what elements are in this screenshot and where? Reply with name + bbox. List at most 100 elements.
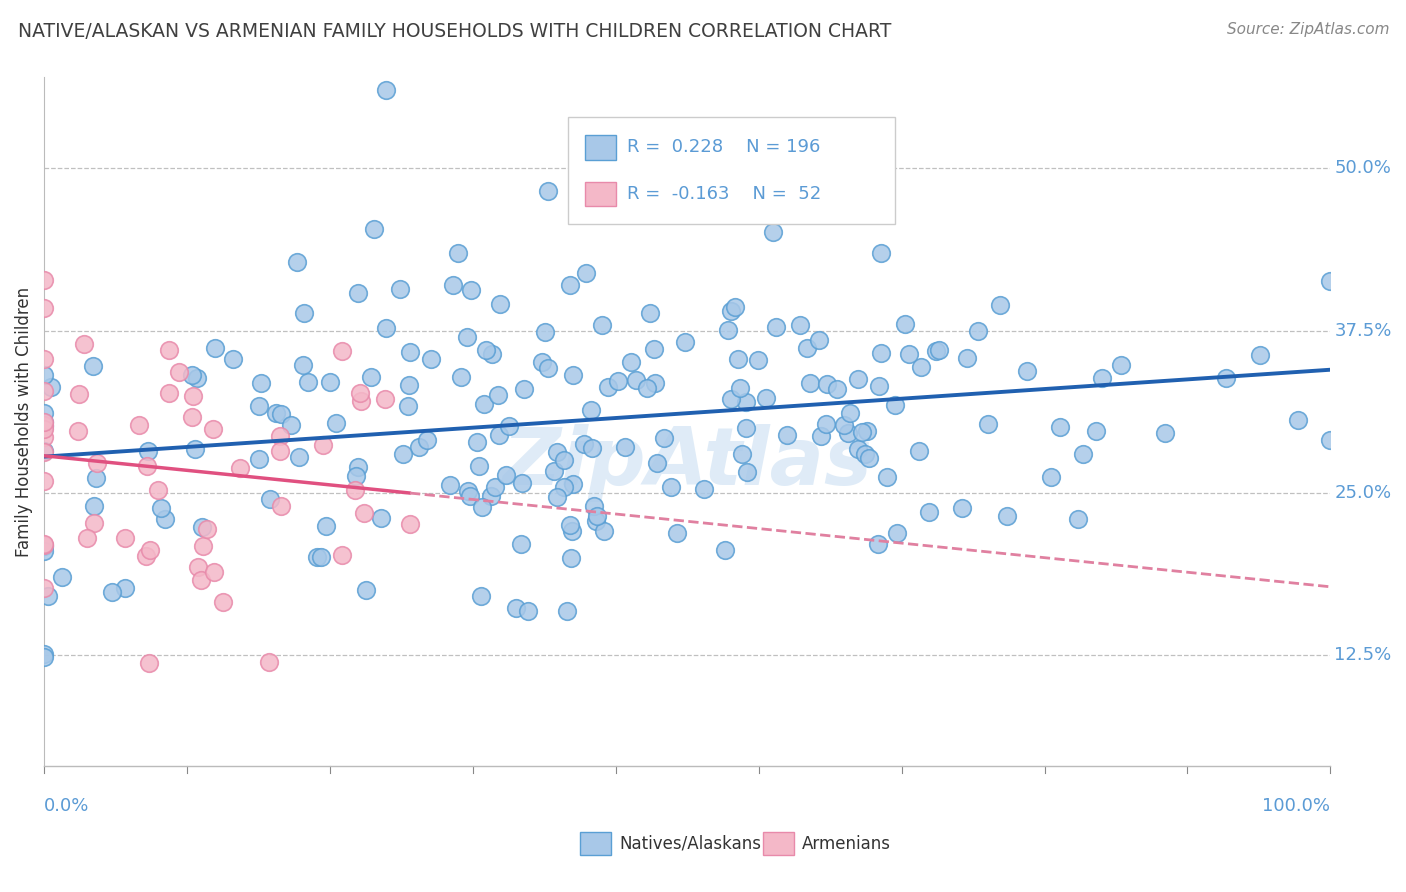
Point — [354, 583, 377, 598]
Point — [870, 346, 893, 360]
Point — [513, 383, 536, 397]
Text: R =  -0.163    N =  52: R = -0.163 N = 52 — [627, 185, 821, 203]
Text: 0.0%: 0.0% — [44, 797, 90, 814]
Point — [956, 351, 979, 366]
Point — [950, 500, 973, 515]
Point — [724, 301, 747, 315]
Point — [32, 418, 55, 433]
Point — [755, 391, 778, 405]
Point — [747, 353, 769, 368]
Point — [51, 569, 73, 583]
Point — [195, 522, 218, 536]
Point — [666, 526, 689, 541]
Point — [270, 499, 292, 513]
Point — [32, 537, 55, 551]
Point — [1049, 420, 1071, 434]
Text: R =  0.228    N = 196: R = 0.228 N = 196 — [627, 138, 821, 156]
Point — [737, 465, 759, 479]
Point — [479, 489, 502, 503]
Point — [32, 273, 55, 287]
Point — [673, 335, 696, 350]
Point — [1109, 359, 1132, 373]
Point — [762, 225, 785, 239]
Point — [977, 417, 1000, 432]
Point — [714, 543, 737, 558]
Point — [344, 483, 367, 497]
Point — [693, 482, 716, 496]
Point — [546, 445, 568, 459]
Point — [344, 469, 367, 483]
Point — [76, 531, 98, 545]
Point — [128, 418, 150, 433]
Text: Natives/Alaskans: Natives/Alaskans — [619, 835, 761, 853]
Point — [834, 418, 856, 433]
Point — [866, 537, 889, 551]
Point — [534, 326, 557, 340]
Point — [1249, 348, 1271, 362]
Point — [460, 283, 482, 297]
Text: 25.0%: 25.0% — [1334, 484, 1392, 502]
Point — [1286, 413, 1309, 427]
Point — [894, 317, 917, 331]
Point — [83, 499, 105, 513]
Point — [988, 297, 1011, 311]
Point — [488, 427, 510, 442]
Point — [32, 368, 55, 383]
Point — [39, 380, 62, 394]
Point — [292, 306, 315, 320]
Point — [537, 184, 560, 198]
Point — [638, 305, 661, 319]
Point — [32, 543, 55, 558]
Point — [1067, 512, 1090, 526]
Point — [419, 352, 441, 367]
Point — [148, 483, 170, 497]
Point — [661, 480, 683, 494]
Point — [837, 426, 859, 441]
Y-axis label: Family Households with Children: Family Households with Children — [15, 286, 32, 557]
Point — [645, 456, 668, 470]
Point — [32, 647, 55, 661]
Point — [898, 347, 921, 361]
Point — [259, 491, 281, 506]
Point — [967, 324, 990, 338]
Point — [264, 406, 287, 420]
Point — [832, 197, 855, 211]
Point — [918, 505, 941, 519]
Point — [553, 452, 575, 467]
Point — [652, 431, 675, 445]
Point — [1319, 274, 1341, 288]
Point — [202, 566, 225, 580]
Point — [868, 378, 890, 392]
Point — [727, 352, 749, 367]
Point — [32, 415, 55, 429]
Point — [73, 336, 96, 351]
Point — [614, 440, 637, 454]
Point — [471, 500, 494, 515]
Point — [776, 427, 799, 442]
Point — [644, 152, 666, 166]
Point — [846, 442, 869, 457]
Point — [82, 359, 104, 373]
Point — [375, 83, 398, 97]
Text: Source: ZipAtlas.com: Source: ZipAtlas.com — [1226, 22, 1389, 37]
Point — [155, 512, 177, 526]
Point — [839, 406, 862, 420]
Point — [475, 343, 498, 358]
Point — [537, 360, 560, 375]
Point — [136, 444, 159, 458]
Point — [995, 509, 1018, 524]
Point — [257, 656, 280, 670]
Point — [789, 318, 811, 333]
Point — [720, 303, 742, 318]
Point — [270, 407, 292, 421]
Point — [415, 433, 437, 447]
Point — [720, 392, 742, 406]
Point — [562, 477, 585, 491]
Point — [32, 581, 55, 595]
Point — [439, 477, 461, 491]
Point — [138, 543, 160, 558]
Point — [456, 330, 478, 344]
Point — [32, 352, 55, 367]
Point — [458, 489, 481, 503]
Point — [370, 510, 392, 524]
